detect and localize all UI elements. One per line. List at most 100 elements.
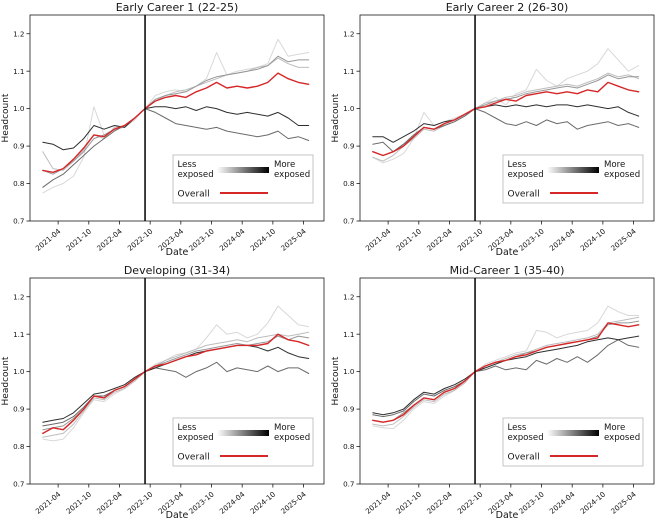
y-tick-label: 1.0 (13, 104, 25, 113)
x-tick-label: 2023-10 (517, 489, 546, 515)
legend-more-label: exposed (604, 170, 640, 180)
y-tick-label: 1.1 (343, 330, 354, 339)
y-tick-label: 0.7 (343, 217, 354, 226)
series-line-quintile-3 (42, 55, 310, 175)
chart-title-early-career-2: Early Career 2 (26-30) (445, 1, 569, 14)
y-axis-label: Headcount (331, 93, 341, 142)
y-tick-label: 1.0 (13, 367, 25, 376)
series-line-overall (372, 322, 640, 423)
series-line-quintile-4 (372, 108, 640, 153)
legend-less-label: exposed (508, 170, 544, 180)
series-line-overall (42, 333, 310, 435)
legend-less-label: Less (508, 423, 527, 433)
series-line-quintile-1 (42, 38, 310, 194)
legend-more-label: More (604, 160, 625, 170)
series-line-quintile-2 (372, 316, 640, 427)
x-tick-label: 2021-10 (394, 489, 423, 515)
x-tick-label: 2021-04 (364, 226, 393, 252)
y-tick-label: 0.9 (343, 142, 355, 151)
legend-less-label: exposed (178, 170, 214, 180)
y-tick-label: 0.9 (343, 405, 355, 414)
y-tick-label: 1.1 (13, 330, 24, 339)
y-tick-label: 1.2 (343, 292, 354, 301)
legend-more-label: More (604, 423, 625, 433)
x-tick-label: 2021-10 (64, 489, 93, 515)
x-tick-label: 2021-04 (364, 489, 393, 515)
x-tick-label: 2021-10 (64, 226, 93, 252)
x-tick-label: 2024-04 (218, 226, 247, 252)
y-axis-label: Headcount (331, 356, 341, 405)
x-tick-label: 2024-10 (578, 489, 607, 515)
legend-overall-label: Overall (178, 453, 210, 463)
y-tick-label: 0.8 (343, 179, 355, 188)
series-line-quintile-1 (42, 305, 310, 442)
x-tick-label: 2025-04 (279, 226, 308, 252)
legend-more-label: exposed (604, 433, 640, 443)
x-tick-label: 2022-10 (126, 226, 155, 252)
x-tick-label: 2025-04 (609, 226, 638, 252)
x-tick-label: 2022-04 (425, 226, 454, 252)
panel-early-career-1: 0.7 0.8 0.9 1.0 1.1 1.2 2021-04 2021-10 2022-04 2… (0, 0, 330, 263)
series-line-quintile-1 (372, 48, 640, 164)
plot-frame (359, 14, 655, 222)
chart-title-mid-career-1: Mid-Career 1 (35-40) (449, 264, 565, 277)
plot-frame (359, 277, 655, 485)
x-tick-label: 2023-10 (187, 489, 216, 515)
x-tick-label: 2025-04 (279, 489, 308, 515)
x-tick-label: 2022-04 (95, 489, 124, 515)
series-line-quintile-2 (42, 57, 310, 171)
x-tick-label: 2022-04 (95, 226, 124, 252)
y-tick-label: 1.1 (13, 67, 24, 76)
series-line-quintile-5 (372, 104, 640, 143)
legend-less-label: Less (178, 423, 197, 433)
plot-frame (29, 14, 325, 222)
x-tick-label: 2022-04 (425, 489, 454, 515)
chart-title-developing: Developing (31-34) (123, 264, 231, 277)
y-axis-label: Headcount (1, 356, 11, 405)
legend-less-label: Less (508, 160, 527, 170)
legend-box (502, 154, 644, 204)
y-tick-label: 1.2 (13, 292, 24, 301)
panel-mid-career-1: 0.7 0.8 0.9 1.0 1.1 1.2 2021-04 2021-10 2022-04 2… (330, 263, 660, 526)
x-tick-label: 2021-10 (394, 226, 423, 252)
x-tick-label: 2024-10 (248, 226, 277, 252)
y-tick-label: 0.9 (13, 142, 25, 151)
plot-frame (29, 277, 325, 485)
y-tick-label: 1.1 (343, 67, 354, 76)
y-tick-label: 0.8 (13, 442, 25, 451)
y-tick-label: 0.9 (13, 405, 25, 414)
legend-box (172, 417, 314, 467)
legend-overall-label: Overall (508, 190, 540, 200)
series-line-overall (42, 72, 310, 174)
legend-less-label: exposed (508, 433, 544, 443)
legend-exposure-gradient-bar (547, 167, 599, 173)
x-axis-label: Date (496, 510, 519, 521)
legend-overall-label: Overall (508, 453, 540, 463)
x-tick-label: 2022-10 (456, 489, 485, 515)
series-line-quintile-1 (372, 305, 640, 430)
y-tick-label: 0.8 (343, 442, 355, 451)
legend-overall-label: Overall (178, 190, 210, 200)
x-axis-label: Date (166, 510, 189, 521)
x-tick-label: 2024-10 (578, 226, 607, 252)
legend-more-label: More (274, 423, 295, 433)
series-line-quintile-2 (42, 331, 310, 438)
x-axis-label: Date (166, 247, 189, 258)
legend-exposure-gradient-bar (217, 167, 269, 173)
x-tick-label: 2024-04 (548, 226, 577, 252)
y-axis-label: Headcount (1, 93, 11, 142)
x-tick-label: 2021-04 (34, 489, 63, 515)
series-line-quintile-4 (42, 108, 310, 188)
x-tick-label: 2022-10 (126, 489, 155, 515)
legend-more-label: exposed (274, 170, 310, 180)
series-line-quintile-4 (372, 339, 640, 418)
